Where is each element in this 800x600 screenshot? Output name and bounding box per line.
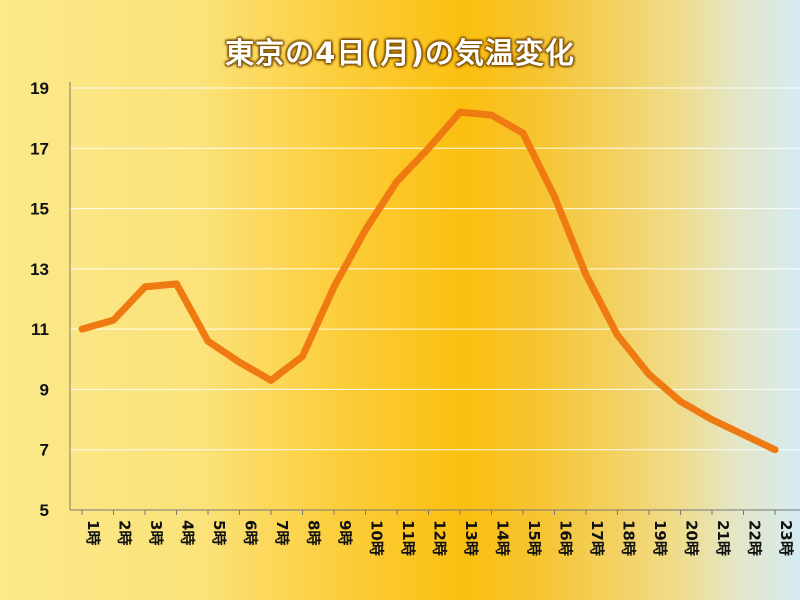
x-tick-label: 6時 <box>242 520 260 545</box>
x-tick-label: 16時 <box>557 520 575 556</box>
x-tick-label: 19時 <box>651 520 669 556</box>
data-point <box>519 130 527 137</box>
data-point <box>551 193 558 200</box>
data-point <box>236 359 243 366</box>
data-point <box>204 338 212 345</box>
y-tick-label: 19 <box>30 79 49 98</box>
data-point <box>677 398 684 405</box>
x-tick-label: 20時 <box>683 520 701 556</box>
data-point <box>110 316 117 324</box>
data-point <box>330 283 338 291</box>
y-tick-label: 17 <box>30 139 49 158</box>
data-point <box>267 377 275 384</box>
x-tick-label: 2時 <box>116 520 134 545</box>
temperature-line <box>78 108 779 454</box>
x-tick-label: 14時 <box>494 520 512 556</box>
x-tick-label: 1時 <box>84 520 102 545</box>
x-tick-label: 5時 <box>210 520 228 545</box>
x-tick-label: 3時 <box>147 520 165 545</box>
y-tick-label: 7 <box>40 441 49 460</box>
data-point <box>173 280 180 288</box>
x-tick-label: 23時 <box>777 520 795 556</box>
x-tick-label: 12時 <box>431 520 449 556</box>
x-tick-label: 13時 <box>462 520 480 556</box>
y-tick-label: 13 <box>30 260 49 279</box>
x-tick-label: 8時 <box>305 520 323 545</box>
data-point <box>740 431 747 438</box>
x-tick-label: 7時 <box>273 520 291 545</box>
data-point <box>78 325 86 333</box>
data-point <box>425 145 432 152</box>
data-point <box>362 226 369 233</box>
data-point <box>141 283 149 291</box>
x-tick-label: 21時 <box>714 520 732 556</box>
x-tick-label: 18時 <box>620 520 638 556</box>
y-tick-label: 5 <box>40 501 49 520</box>
x-tick-label: 15時 <box>525 520 543 556</box>
y-tick-label: 15 <box>30 200 49 219</box>
x-tick-label: 22時 <box>746 520 764 556</box>
data-point <box>299 353 306 360</box>
data-point <box>456 108 464 116</box>
x-tick-label: 9時 <box>336 520 354 545</box>
y-tick-label: 11 <box>31 320 49 339</box>
data-point <box>393 178 401 185</box>
y-tick-label: 9 <box>40 380 49 399</box>
data-point <box>614 331 621 339</box>
data-point <box>708 416 716 423</box>
data-point <box>582 271 590 279</box>
x-tick-label: 10時 <box>368 520 386 556</box>
data-point <box>488 111 495 119</box>
x-tick-label: 17時 <box>588 520 606 556</box>
data-point <box>645 371 653 378</box>
x-tick-label: 4時 <box>179 520 197 545</box>
data-point <box>771 446 779 453</box>
chart-title: 東京の4日(月)の気温変化 <box>225 36 575 70</box>
x-tick-label: 11時 <box>399 520 417 556</box>
